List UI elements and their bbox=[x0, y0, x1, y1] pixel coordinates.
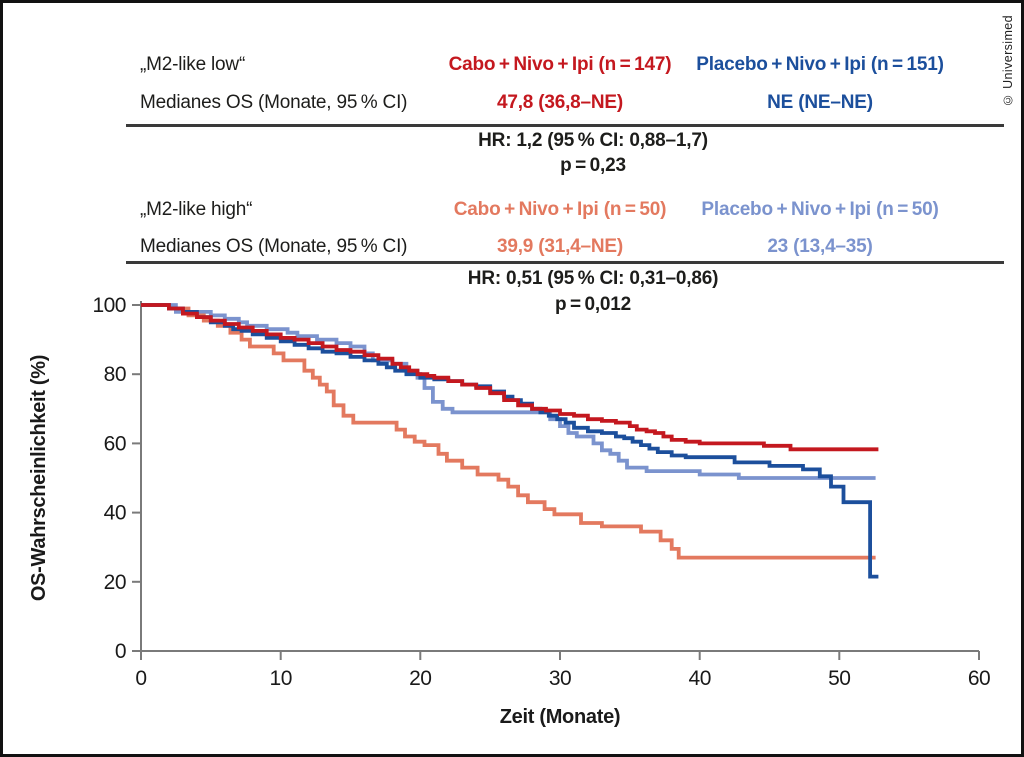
km-curve-m2low-cabo bbox=[141, 303, 879, 452]
y-tick-label: 20 bbox=[104, 571, 126, 594]
group1-arm2-label: Placebo + Nivo + Ipi (n = 151) bbox=[696, 54, 944, 75]
y-tick-label: 0 bbox=[115, 640, 126, 663]
x-tick-label: 20 bbox=[409, 667, 431, 690]
x-tick-label: 10 bbox=[270, 667, 292, 690]
y-tick-label: 60 bbox=[104, 432, 126, 455]
group2-divider bbox=[126, 261, 1004, 264]
group2-arm2-median: 23 (13,4–35) bbox=[767, 236, 873, 257]
axes bbox=[140, 301, 979, 652]
group1-hr: HR: 1,2 (95 % CI: 0,88–1,7) bbox=[478, 130, 708, 151]
x-tick-label: 0 bbox=[135, 667, 146, 690]
group2-arm1-median: 39,9 (31,4–NE) bbox=[496, 236, 624, 257]
group1-arm1-label: Cabo + Nivo + Ipi (n = 147) bbox=[448, 54, 672, 75]
x-tick-label: 30 bbox=[549, 667, 571, 690]
group2-pvalue: p = 0,012 bbox=[554, 294, 632, 315]
group2-hr: HR: 0,51 (95 % CI: 0,31–0,86) bbox=[467, 268, 719, 289]
km-survival-chart: 0 20 40 60 80 100 0 10 20 30 40 50 60 OS-Wahrscheinli… bbox=[28, 294, 991, 728]
group1-row-label: Medianes OS (Monate, 95 % CI) bbox=[140, 92, 408, 113]
x-tick-label: 40 bbox=[689, 667, 711, 690]
y-tick-label: 40 bbox=[104, 502, 126, 525]
y-axis-title: OS-Wahrscheinlichkeit (%) bbox=[28, 355, 50, 601]
x-axis-title: Zeit (Monate) bbox=[500, 706, 621, 728]
group2-arm1-label: Cabo + Nivo + Ipi (n = 50) bbox=[453, 199, 667, 220]
y-tick-label: 80 bbox=[104, 363, 126, 386]
group2-row-label: Medianes OS (Monate, 95 % CI) bbox=[140, 236, 408, 257]
group1-name: „M2-like low“ bbox=[140, 54, 246, 75]
group1-pvalue: p = 0,23 bbox=[560, 155, 626, 176]
group1-arm2-median: NE (NE–NE) bbox=[767, 92, 873, 113]
x-tick-label: 60 bbox=[968, 667, 990, 690]
y-tick-label: 100 bbox=[92, 294, 126, 317]
group1-divider bbox=[126, 124, 1004, 127]
x-tick-label: 50 bbox=[828, 667, 850, 690]
km-curve-m2high-cabo bbox=[141, 303, 876, 560]
group2-arm2-label: Placebo + Nivo + Ipi (n = 50) bbox=[701, 199, 939, 220]
group2-name: „M2-like high“ bbox=[140, 199, 253, 220]
group1-arm1-median: 47,8 (36,8–NE) bbox=[496, 92, 624, 113]
